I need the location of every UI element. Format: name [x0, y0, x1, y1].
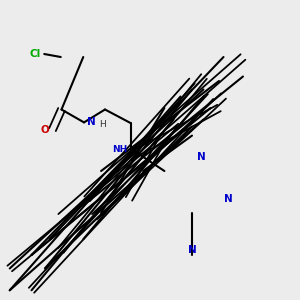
Text: H: H: [100, 120, 106, 129]
Text: O: O: [41, 124, 50, 135]
Text: N: N: [197, 152, 206, 162]
Text: N: N: [188, 245, 196, 255]
Text: N: N: [224, 194, 233, 204]
Text: N: N: [87, 117, 96, 128]
Text: NH: NH: [112, 146, 128, 154]
Text: Cl: Cl: [30, 49, 41, 59]
